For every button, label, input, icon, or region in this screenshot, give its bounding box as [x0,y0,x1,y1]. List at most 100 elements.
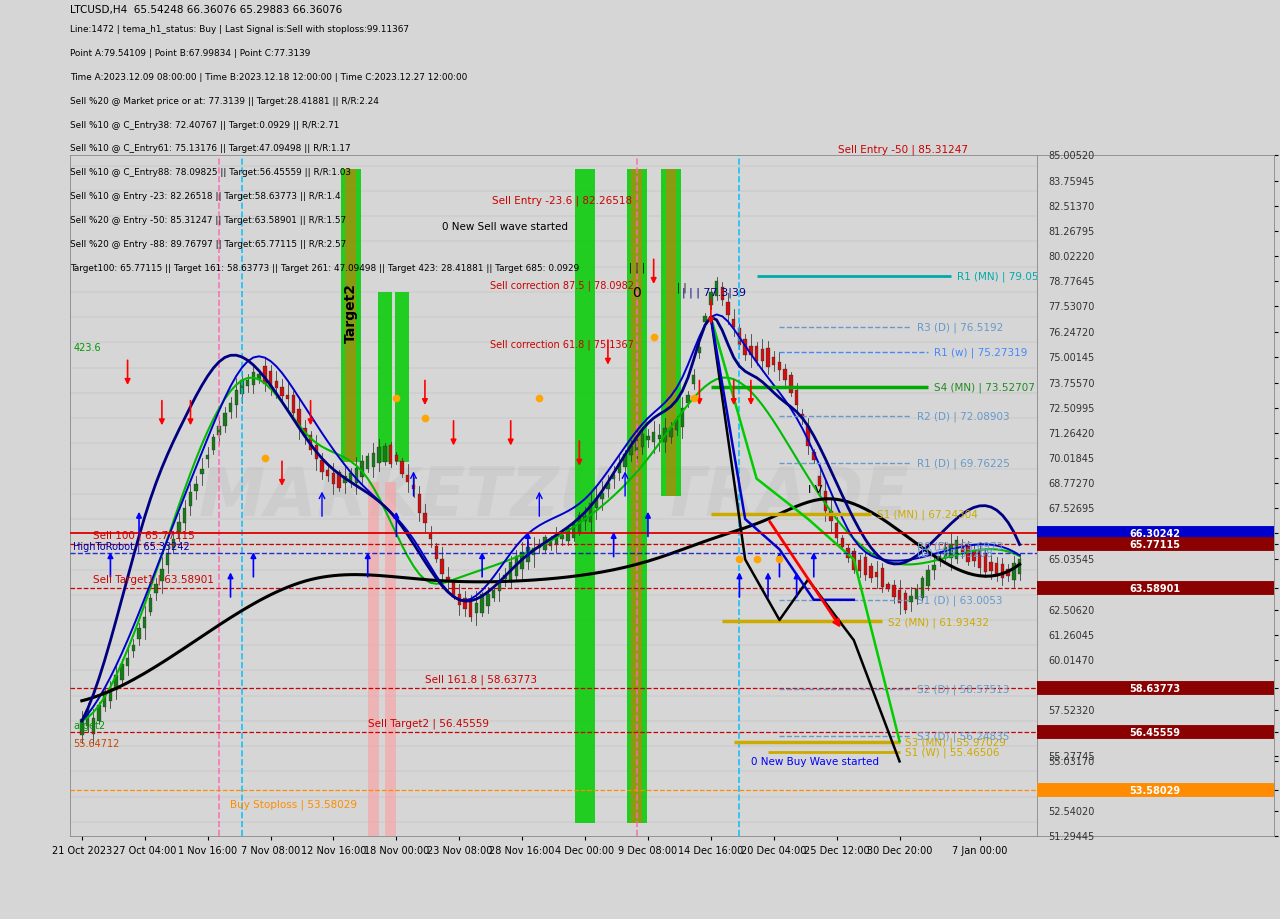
Bar [332,473,335,484]
Text: 0: 0 [632,285,641,300]
Text: 65.03545: 65.03545 [1048,554,1094,564]
Bar [709,293,713,306]
Bar [973,550,975,562]
Text: Target2: Target2 [343,283,357,343]
Bar [492,591,495,598]
Bar [326,471,329,476]
Bar [195,484,198,492]
Bar [264,367,266,384]
Text: R3 (D) | 76.5192: R3 (D) | 76.5192 [916,323,1004,333]
Bar [628,447,632,455]
Bar [778,363,781,370]
Text: Sell Entry -50 | 85.31247: Sell Entry -50 | 85.31247 [838,145,968,155]
Bar [412,485,415,490]
Text: R1 (D) | 69.76225: R1 (D) | 69.76225 [916,459,1010,469]
Bar [772,357,776,366]
Bar [818,476,822,486]
Text: Buy Stoploss | 53.58029: Buy Stoploss | 53.58029 [230,799,357,809]
Text: Sell %10 @ C_Entry38: 72.40767 || Target:0.0929 || R/R:2.71: Sell %10 @ C_Entry38: 72.40767 || Target… [70,120,339,130]
Bar [338,472,340,489]
Bar [646,437,650,441]
Bar [137,629,141,640]
Bar [978,550,982,568]
Bar [178,522,180,533]
Bar [389,446,393,464]
Text: 56.45559: 56.45559 [1130,727,1180,737]
Text: Sell %10 @ Entry -23: 82.26518 || Target:58.63773 || R/R:1.4: Sell %10 @ Entry -23: 82.26518 || Target… [70,192,340,201]
Bar [486,595,489,606]
Text: S1 (MN) | 67.24304: S1 (MN) | 67.24304 [877,509,978,520]
Text: 51.29445: 51.29445 [1048,832,1094,841]
Bar [869,566,873,579]
Text: MARKETZU  TRADE: MARKETZU TRADE [198,463,909,529]
Bar [223,414,227,427]
Text: 61.26045: 61.26045 [1048,630,1094,641]
Bar [269,372,273,390]
Text: Sell correction 87.5 | 78.0982: Sell correction 87.5 | 78.0982 [490,280,634,290]
Text: 423.6: 423.6 [73,343,101,353]
Bar [932,565,936,571]
Bar [394,456,398,461]
Text: S3 (D) | 56.24835: S3 (D) | 56.24835 [916,732,1009,742]
Text: 83.75945: 83.75945 [1048,176,1094,187]
Bar [812,453,815,460]
Bar [595,498,598,508]
Bar [618,463,621,473]
Bar [955,540,959,559]
Text: 60.01470: 60.01470 [1048,655,1094,665]
Bar [714,281,718,297]
Bar [297,409,301,427]
Text: 76.24720: 76.24720 [1048,328,1094,338]
Bar [424,514,426,524]
Bar [346,170,356,462]
Bar [435,547,438,560]
Bar [1006,570,1010,576]
Bar [92,718,95,734]
Bar [274,381,278,389]
Bar [521,552,524,570]
Bar [252,373,255,385]
Text: S1 (D) | 63.0053: S1 (D) | 63.0053 [916,595,1002,606]
Bar [86,709,90,726]
Text: 58.63773: 58.63773 [1130,683,1180,693]
Bar [795,391,799,405]
Text: Sell 161.8 | 58.63773: Sell 161.8 | 58.63773 [425,674,536,684]
Bar [475,603,479,614]
Text: 0 New Sell wave started: 0 New Sell wave started [442,222,568,232]
Bar [950,544,952,559]
Bar [155,584,157,594]
Bar [200,469,204,475]
Bar [246,380,250,387]
Text: | |: | | [677,282,687,293]
Text: Sell %10 @ C_Entry88: 78.09825 || Target:56.45559 || R/R:1.03: Sell %10 @ C_Entry88: 78.09825 || Target… [70,168,352,177]
Bar [526,547,530,562]
Text: Sell %10 @ C_Entry61: 75.13176 || Target:47.09498 || R/R:1.17: Sell %10 @ C_Entry61: 75.13176 || Target… [70,144,351,153]
Text: I V: I V [808,484,823,494]
Bar [396,292,410,462]
Bar [554,536,558,544]
Bar [218,426,220,436]
Text: Sell Entry -23.6 | 82.26518: Sell Entry -23.6 | 82.26518 [492,195,632,206]
Text: R1 (w) | 75.27319: R1 (w) | 75.27319 [934,347,1028,357]
Bar [366,456,370,470]
Bar [623,454,627,468]
Bar [783,369,787,381]
Bar [652,433,655,443]
Text: 62.50620: 62.50620 [1048,605,1094,615]
Bar [1018,560,1021,574]
Bar [995,564,998,574]
Text: 78.77645: 78.77645 [1048,277,1094,287]
Bar [767,348,769,368]
Bar [876,572,878,577]
Bar [658,436,660,440]
Bar [726,302,730,315]
Bar [660,170,681,496]
Text: 0 New Buy Wave started: 0 New Buy Wave started [751,756,879,766]
Bar [303,428,307,437]
Bar [686,395,690,403]
Text: 55.64712: 55.64712 [73,739,119,748]
Bar [452,583,456,597]
Bar [841,539,844,547]
Bar [566,528,570,541]
Bar [640,435,644,448]
